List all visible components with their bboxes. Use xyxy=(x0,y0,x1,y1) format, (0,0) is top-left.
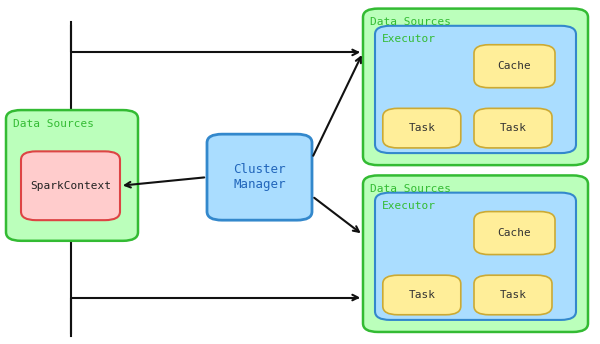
Text: Task: Task xyxy=(499,123,527,133)
FancyBboxPatch shape xyxy=(21,151,120,220)
FancyBboxPatch shape xyxy=(383,108,461,148)
FancyBboxPatch shape xyxy=(474,212,555,255)
FancyBboxPatch shape xyxy=(6,110,138,241)
FancyBboxPatch shape xyxy=(363,175,588,332)
Text: Cache: Cache xyxy=(497,228,532,238)
Text: Data Sources: Data Sources xyxy=(370,17,451,27)
Text: Cluster
Manager: Cluster Manager xyxy=(233,163,286,191)
FancyBboxPatch shape xyxy=(375,193,576,320)
Text: Cache: Cache xyxy=(497,61,532,71)
Text: Data Sources: Data Sources xyxy=(13,119,94,129)
FancyBboxPatch shape xyxy=(207,134,312,220)
FancyBboxPatch shape xyxy=(363,9,588,165)
FancyBboxPatch shape xyxy=(474,275,552,315)
FancyBboxPatch shape xyxy=(375,26,576,153)
FancyBboxPatch shape xyxy=(383,275,461,315)
Text: Executor: Executor xyxy=(382,34,436,44)
Text: SparkContext: SparkContext xyxy=(30,181,111,191)
FancyBboxPatch shape xyxy=(474,108,552,148)
Text: Task: Task xyxy=(409,123,436,133)
Text: Data Sources: Data Sources xyxy=(370,184,451,194)
FancyBboxPatch shape xyxy=(474,45,555,88)
Text: Task: Task xyxy=(409,290,436,300)
Text: Task: Task xyxy=(499,290,527,300)
Text: Executor: Executor xyxy=(382,201,436,211)
